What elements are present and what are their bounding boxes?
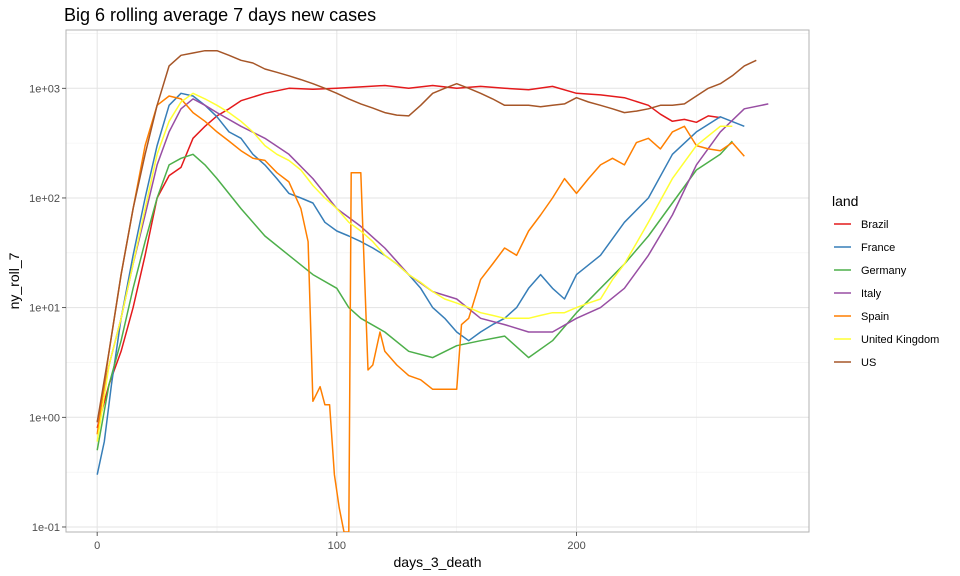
- series-line-united-kingdom: [96, 92, 733, 442]
- x-axis-ticks: 0 100 200: [94, 532, 586, 552]
- major-gridlines: [66, 30, 809, 532]
- legend-label-united-kingdom: United Kingdom: [861, 334, 939, 346]
- plot-panel-border: [65, 29, 810, 533]
- legend-label-france: France: [861, 242, 895, 254]
- legend-label-italy: Italy: [861, 288, 882, 300]
- y-tick-label: 1e+00: [29, 412, 60, 424]
- y-axis-title: ny_roll_7: [6, 252, 22, 309]
- legend-label-us: US: [861, 357, 876, 369]
- minor-gridlines: [66, 30, 809, 532]
- series-line-france: [96, 92, 745, 475]
- y-axis-ticks: 1e-01 1e+00 1e+01 1e+02 1e+03: [29, 83, 66, 534]
- x-axis-title: days_3_death: [394, 554, 482, 570]
- legend-title: land: [832, 193, 858, 209]
- y-tick-label: 1e+01: [29, 303, 60, 315]
- series-line-us: [96, 49, 757, 423]
- x-tick-label: 100: [328, 540, 346, 552]
- series-lines: [96, 49, 769, 532]
- series-line-germany: [96, 140, 733, 451]
- series-line-spain: [96, 95, 745, 532]
- y-tick-label: 1e-01: [32, 522, 60, 534]
- y-tick-label: 1e+02: [29, 193, 60, 205]
- legend-label-spain: Spain: [861, 311, 889, 323]
- series-line-brazil: [96, 84, 721, 429]
- chart-title: Big 6 rolling average 7 days new cases: [64, 5, 376, 25]
- legend-label-germany: Germany: [861, 265, 907, 277]
- series-line-italy: [96, 98, 769, 423]
- x-tick-label: 200: [567, 540, 585, 552]
- y-tick-label: 1e+03: [29, 83, 60, 95]
- x-tick-label: 0: [94, 540, 100, 552]
- legend: land Brazil France Germany Italy Spain United…: [832, 193, 939, 369]
- legend-label-brazil: Brazil: [861, 219, 889, 231]
